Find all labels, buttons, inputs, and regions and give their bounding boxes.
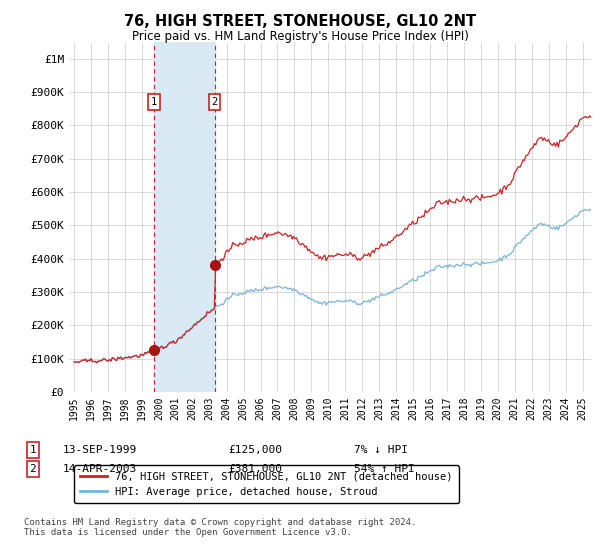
- Text: Contains HM Land Registry data © Crown copyright and database right 2024.
This d: Contains HM Land Registry data © Crown c…: [24, 518, 416, 538]
- Text: Price paid vs. HM Land Registry's House Price Index (HPI): Price paid vs. HM Land Registry's House …: [131, 30, 469, 43]
- Text: 7% ↓ HPI: 7% ↓ HPI: [354, 445, 408, 455]
- Text: 1: 1: [151, 97, 157, 107]
- Text: 76, HIGH STREET, STONEHOUSE, GL10 2NT: 76, HIGH STREET, STONEHOUSE, GL10 2NT: [124, 14, 476, 29]
- Bar: [154, 42, 215, 392]
- Text: £125,000: £125,000: [228, 445, 282, 455]
- Text: 13-SEP-1999: 13-SEP-1999: [63, 445, 137, 455]
- Legend: 76, HIGH STREET, STONEHOUSE, GL10 2NT (detached house), HPI: Average price, deta: 76, HIGH STREET, STONEHOUSE, GL10 2NT (d…: [74, 465, 458, 503]
- Text: £381,000: £381,000: [228, 464, 282, 474]
- Text: 2: 2: [29, 464, 37, 474]
- Text: 1: 1: [29, 445, 37, 455]
- Text: 14-APR-2003: 14-APR-2003: [63, 464, 137, 474]
- Text: 54% ↑ HPI: 54% ↑ HPI: [354, 464, 415, 474]
- Text: 2: 2: [211, 97, 218, 107]
